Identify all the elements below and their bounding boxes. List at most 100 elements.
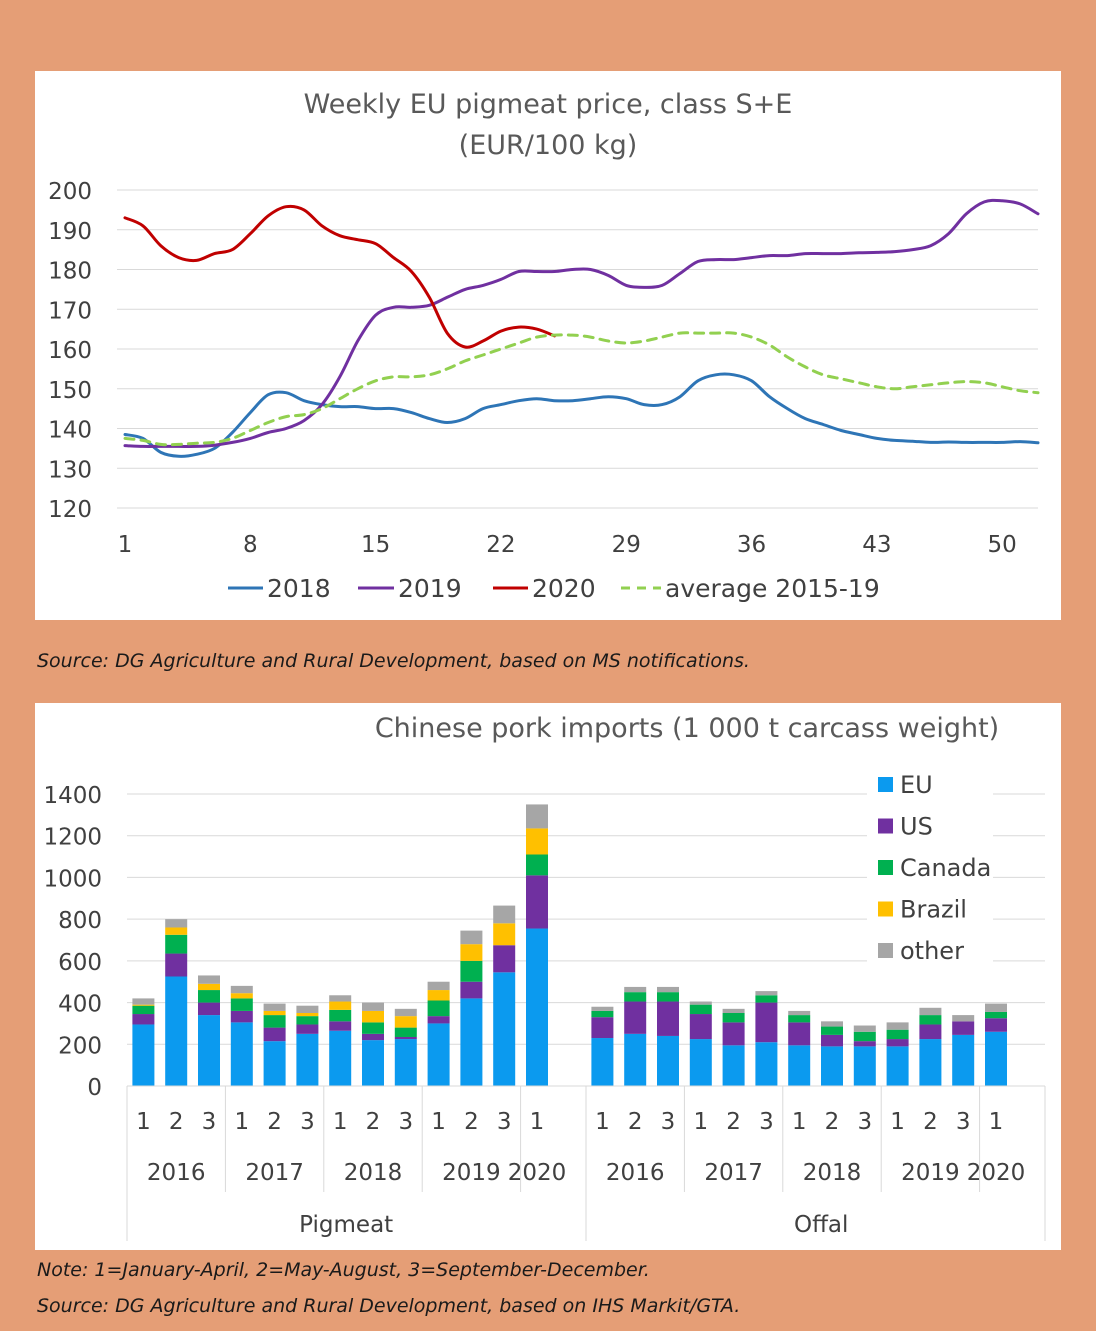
period-label: 3 bbox=[759, 1109, 774, 1135]
period-label: 1 bbox=[890, 1109, 905, 1135]
bar-segment-brazil bbox=[263, 1010, 286, 1016]
bar-segment-us bbox=[394, 1036, 417, 1040]
bar-segment-brazil bbox=[296, 1013, 319, 1017]
bar-segment-eu bbox=[919, 1039, 942, 1086]
y-tick-label: 150 bbox=[48, 378, 92, 404]
bar-segment-canada bbox=[755, 995, 778, 1003]
bar-segment-us bbox=[296, 1024, 319, 1034]
period-label: 3 bbox=[857, 1109, 872, 1135]
legend-label: 2018 bbox=[267, 574, 331, 603]
bar-segment-canada bbox=[624, 992, 647, 1002]
bar-segment-canada bbox=[362, 1022, 384, 1034]
period-label: 1 bbox=[333, 1109, 348, 1135]
period-label: 1 bbox=[989, 1109, 1004, 1135]
legend-label: US bbox=[900, 813, 933, 841]
y-tick-label: 200 bbox=[58, 1033, 102, 1059]
bar-segment-eu bbox=[165, 976, 188, 1086]
y-tick-label: 600 bbox=[58, 950, 102, 976]
chart-legend: EU US Canada Brazil other bbox=[867, 767, 993, 967]
chart-subtitle: (EUR/100 kg) bbox=[459, 130, 638, 161]
bar-segment-eu bbox=[624, 1033, 647, 1086]
bar-segment-us bbox=[624, 1001, 647, 1034]
year-label: 2020 bbox=[967, 1160, 1026, 1186]
year-label: 2020 bbox=[508, 1160, 567, 1186]
y-tick-label: 180 bbox=[48, 259, 92, 285]
bar-segment-other bbox=[394, 1008, 417, 1017]
bar-segment-us bbox=[952, 1021, 975, 1035]
bar-segment-other bbox=[755, 991, 778, 996]
y-tick-label: 190 bbox=[48, 219, 92, 245]
source-caption: Source: DG Agriculture and Rural Develop… bbox=[37, 1295, 741, 1317]
bar-segment-eu bbox=[493, 972, 516, 1086]
period-label: 3 bbox=[661, 1109, 676, 1135]
bar-segment-other bbox=[132, 998, 155, 1005]
period-label: 1 bbox=[693, 1109, 708, 1135]
bar-segment-brazil bbox=[329, 1001, 352, 1010]
bar-segment-other bbox=[526, 804, 548, 829]
bar-segment-canada bbox=[198, 990, 220, 1003]
legend-label: 2020 bbox=[532, 574, 596, 603]
bar-segment-eu bbox=[132, 1024, 155, 1086]
bar-segment-us bbox=[526, 875, 548, 929]
year-label: 2019 bbox=[442, 1160, 501, 1186]
bar-segment-canada bbox=[460, 960, 483, 982]
bar-segment-other bbox=[362, 1002, 384, 1011]
y-tick-label: 200 bbox=[48, 179, 92, 205]
x-tick-label: 29 bbox=[612, 532, 641, 558]
bar-segment-canada bbox=[689, 1004, 712, 1015]
y-tick-label: 160 bbox=[48, 338, 92, 364]
bar-segment-eu bbox=[657, 1035, 679, 1086]
period-label: 3 bbox=[202, 1109, 217, 1135]
legend-swatch bbox=[878, 943, 893, 958]
y-tick-label: 1000 bbox=[43, 866, 102, 892]
bar-segment-eu bbox=[263, 1041, 286, 1086]
bar-segment-other bbox=[230, 985, 253, 994]
legend-label: Brazil bbox=[900, 896, 967, 924]
bar-segment-us bbox=[886, 1039, 909, 1047]
bar-segment-us bbox=[657, 1001, 679, 1036]
period-label: 1 bbox=[136, 1109, 151, 1135]
bar-segment-other bbox=[689, 1001, 712, 1005]
bar-segment-us bbox=[919, 1024, 942, 1040]
period-label: 1 bbox=[431, 1109, 446, 1135]
bar-segment-brazil bbox=[362, 1010, 384, 1023]
period-label: 3 bbox=[300, 1109, 315, 1135]
period-label: 1 bbox=[530, 1109, 545, 1135]
bar-segment-canada bbox=[132, 1005, 155, 1015]
bar-segment-us bbox=[460, 981, 483, 999]
period-label: 2 bbox=[366, 1109, 381, 1135]
bar-segment-eu bbox=[394, 1039, 417, 1086]
bar-segment-other bbox=[198, 975, 220, 984]
y-tick-label: 1200 bbox=[43, 825, 102, 851]
bar-segment-eu bbox=[526, 928, 548, 1086]
year-label: 2017 bbox=[704, 1160, 763, 1186]
bar-segment-canada bbox=[427, 1000, 450, 1017]
y-tick-label: 130 bbox=[48, 457, 92, 483]
bar-segment-other bbox=[788, 1010, 811, 1016]
bar-segment-eu bbox=[755, 1042, 778, 1086]
bar-segment-canada bbox=[394, 1027, 417, 1037]
bar-segment-eu bbox=[853, 1046, 876, 1086]
bar-segment-us bbox=[263, 1027, 286, 1042]
year-label: 2018 bbox=[803, 1160, 862, 1186]
bar-segment-eu bbox=[362, 1040, 384, 1086]
bar-segment-brazil bbox=[165, 927, 188, 935]
x-tick-label: 8 bbox=[243, 532, 258, 558]
x-tick-label: 15 bbox=[361, 532, 390, 558]
chart-title: Chinese pork imports (1 000 t carcass we… bbox=[375, 713, 999, 744]
bar-segment-us bbox=[689, 1014, 712, 1040]
bar-segment-canada bbox=[263, 1015, 286, 1028]
bar-segment-canada bbox=[526, 854, 548, 876]
series-line-1 bbox=[123, 198, 1040, 448]
bar-segment-other bbox=[985, 1003, 1007, 1012]
bar-segment-canada bbox=[296, 1016, 319, 1025]
y-tick-label: 800 bbox=[58, 908, 102, 934]
x-tick-label: 50 bbox=[988, 532, 1017, 558]
bar-segment-canada bbox=[985, 1011, 1007, 1019]
chart-legend: 2018 2019 2020 average 2015-19 bbox=[228, 574, 880, 603]
period-label: 2 bbox=[169, 1109, 184, 1135]
x-tick-label: 1 bbox=[118, 532, 133, 558]
bar-segment-eu bbox=[427, 1023, 450, 1086]
period-label: 2 bbox=[464, 1109, 479, 1135]
bar-segment-eu bbox=[230, 1022, 253, 1086]
